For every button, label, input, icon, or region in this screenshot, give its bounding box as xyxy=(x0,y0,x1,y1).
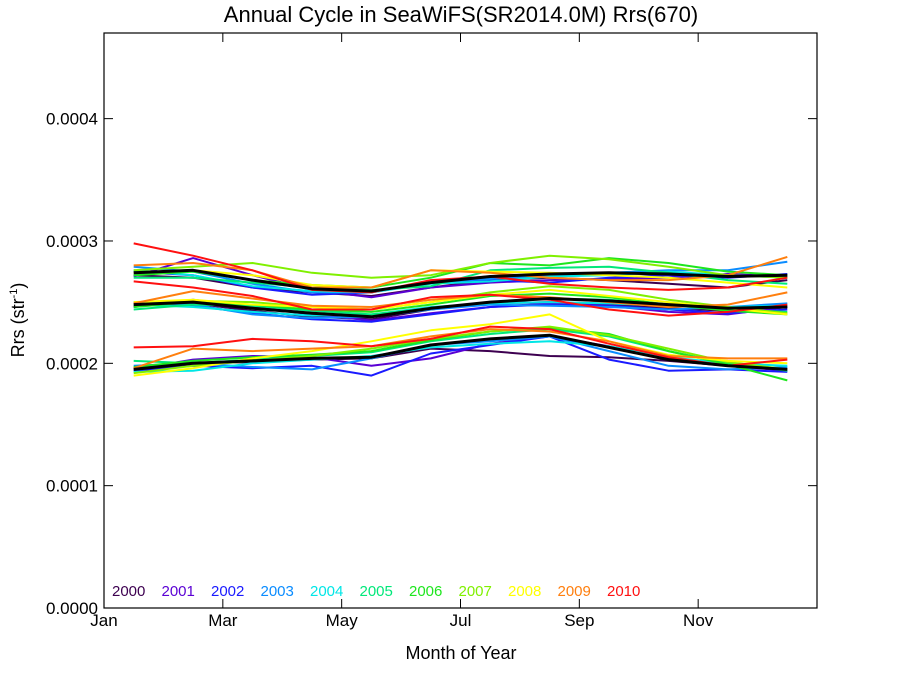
legend-entry-2002: 2002 xyxy=(211,583,244,600)
mean-line-mid xyxy=(133,297,788,319)
x-tick-label: May xyxy=(326,611,359,630)
series-line-2010-low xyxy=(133,325,788,367)
mean-line-high xyxy=(133,268,788,293)
series-lines xyxy=(133,242,788,382)
x-tick-label: Nov xyxy=(683,611,714,630)
x-axis-label: Month of Year xyxy=(405,643,516,663)
legend-entry-2003: 2003 xyxy=(261,583,294,600)
series-line-2003-mid xyxy=(133,301,788,320)
y-tick-label: 0.0001 xyxy=(46,477,98,496)
x-tick-label: Mar xyxy=(208,611,238,630)
y-axis-label-close: ) xyxy=(8,283,28,289)
chart-title: Annual Cycle in SeaWiFS(SR2014.0M) Rrs(6… xyxy=(224,2,698,27)
x-tick-label: Jan xyxy=(90,611,117,630)
x-axis: Jan Mar May Jul Sep Nov xyxy=(90,33,714,630)
legend-entry-2004: 2004 xyxy=(310,583,343,600)
legend-entry-2005: 2005 xyxy=(360,583,393,600)
y-axis-label: Rrs (str-1) xyxy=(8,283,28,358)
series-line-2007-high xyxy=(133,254,788,279)
legend-entry-2007: 2007 xyxy=(459,583,492,600)
series-line-2002-low xyxy=(133,335,788,377)
legend-entry-2010: 2010 xyxy=(607,583,640,600)
x-tick-label: Jul xyxy=(450,611,472,630)
y-tick-label: 0.0004 xyxy=(46,110,98,129)
x-tick-label: Sep xyxy=(564,611,594,630)
y-tick-label: 0.0002 xyxy=(46,354,98,373)
legend-entry-2006: 2006 xyxy=(409,583,442,600)
legend-entry-2008: 2008 xyxy=(508,583,541,600)
series-line-2009-high xyxy=(133,255,788,289)
legend: 2000 2001 2002 2003 2004 2005 2006 2007 2008 2009… xyxy=(112,583,640,600)
y-tick-label: 0.0000 xyxy=(46,599,98,618)
y-axis: 0.0000 0.0001 0.0002 0.0003 0.0004 xyxy=(46,110,817,618)
legend-entry-2001: 2001 xyxy=(162,583,195,600)
plot-frame xyxy=(103,32,818,609)
y-tick-label: 0.0003 xyxy=(46,232,98,251)
series-line-2010-mid xyxy=(133,280,788,317)
y-axis-label-sup: -1 xyxy=(8,289,20,299)
series-line-2004-high xyxy=(133,269,788,294)
y-axis-label-main: Rrs (str xyxy=(8,298,28,357)
legend-entry-2009: 2009 xyxy=(558,583,591,600)
legend-entry-2000: 2000 xyxy=(112,583,145,600)
mean-lines xyxy=(133,268,788,371)
series-line-2008-mid xyxy=(133,288,788,316)
mean-line-low xyxy=(133,333,788,371)
series-line-2001-high xyxy=(133,257,788,299)
